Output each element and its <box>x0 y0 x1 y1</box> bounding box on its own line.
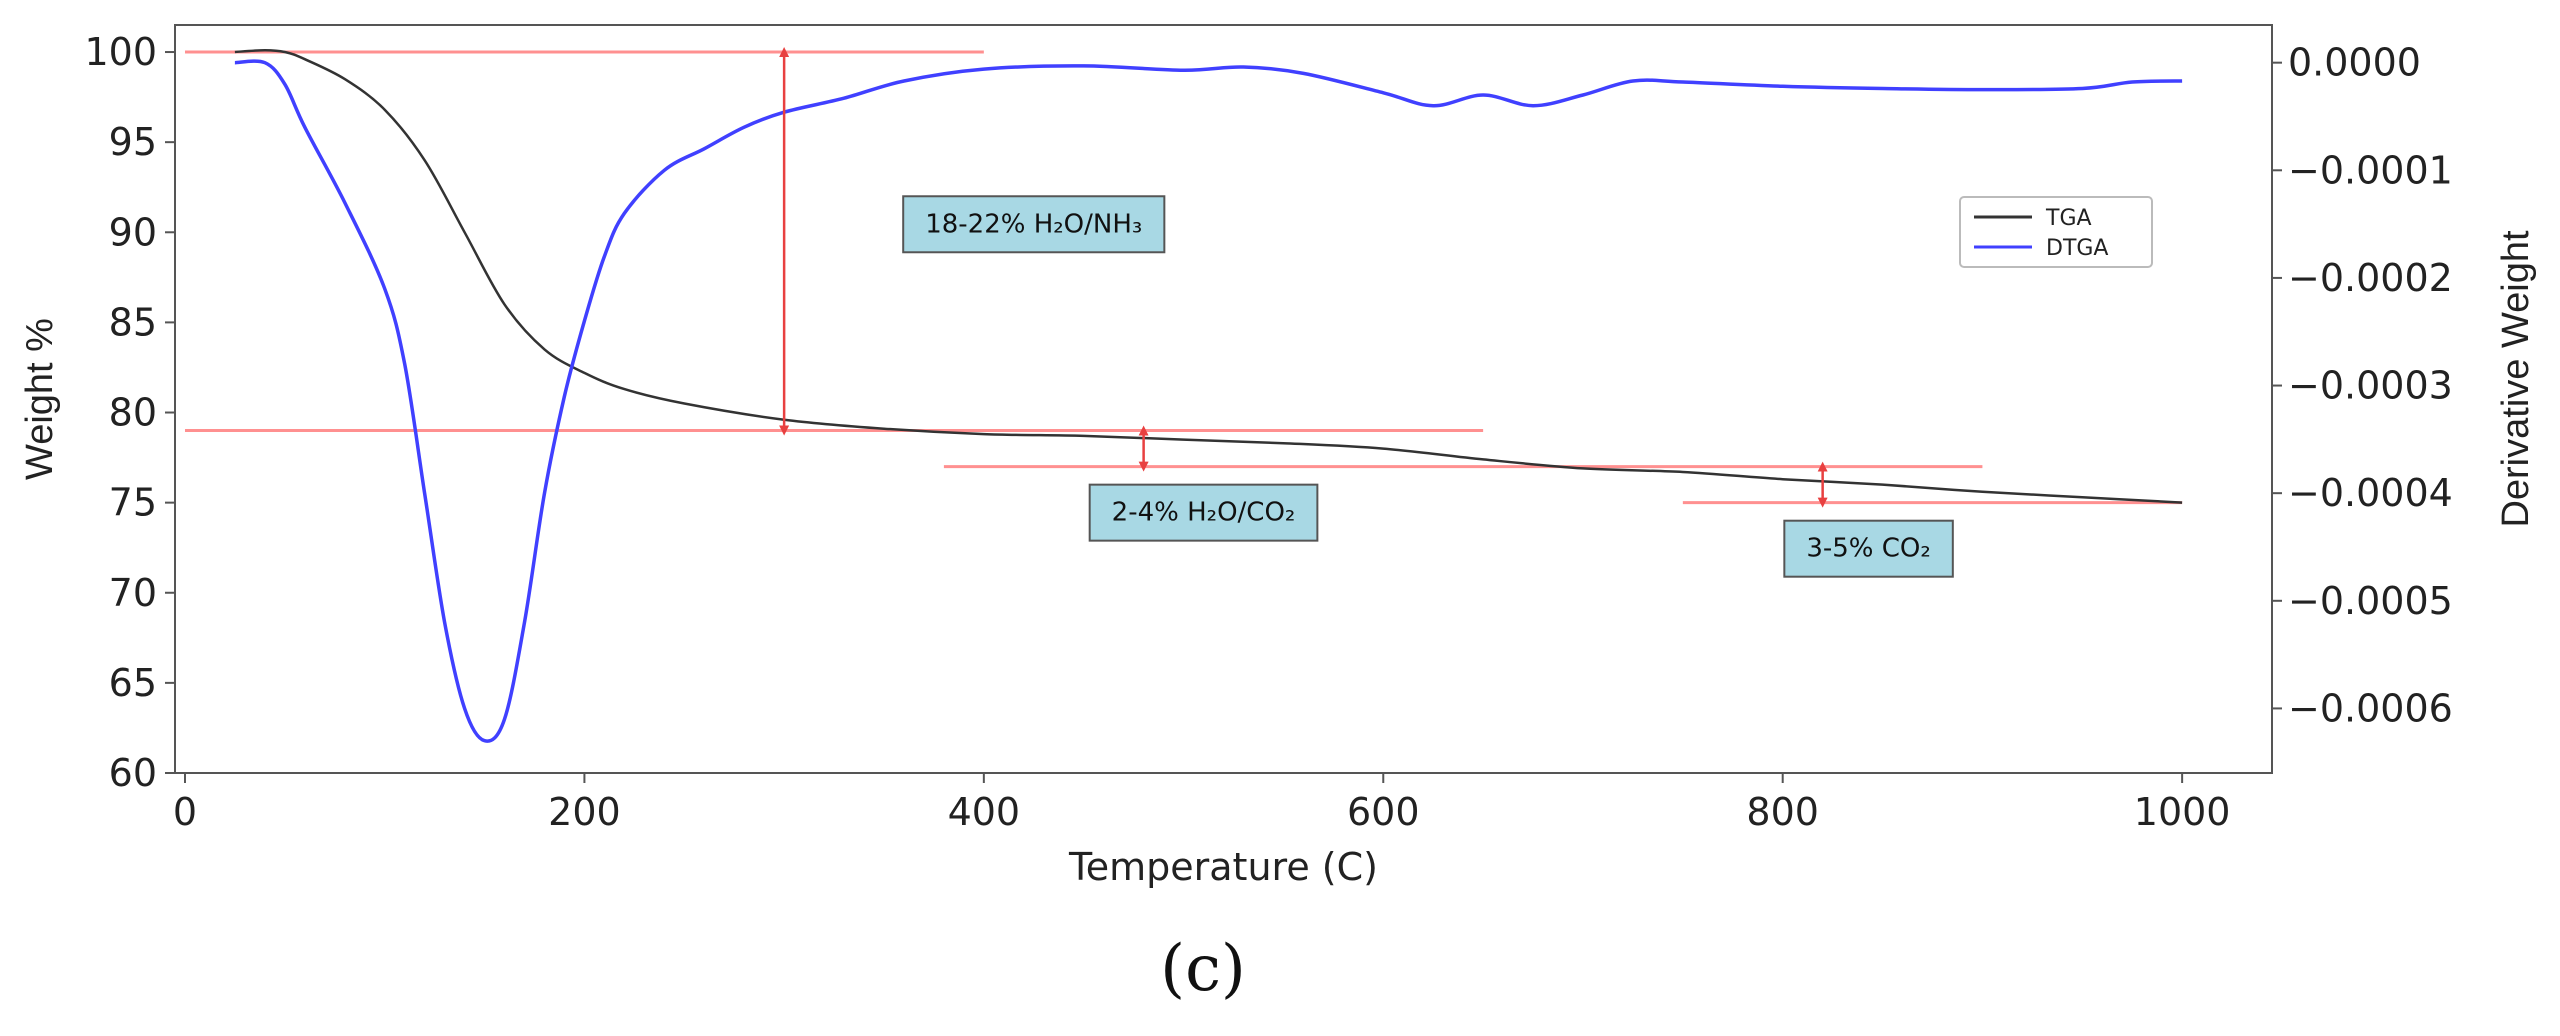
annotation-h2o-co2: 2-4% H₂O/CO₂ <box>1088 483 1319 542</box>
x-tick-label: 800 <box>1746 790 1819 834</box>
y2-tick-label: −0.0002 <box>2288 256 2453 300</box>
x-tick-label: 600 <box>1347 790 1420 834</box>
y2-tick-label: −0.0006 <box>2288 686 2453 730</box>
y2-tick-label: −0.0003 <box>2288 364 2453 408</box>
annotation-h2o-co2-box <box>1088 483 1319 542</box>
y-tick-label: 60 <box>109 751 157 795</box>
y-tick-label: 85 <box>109 300 157 344</box>
plot-area <box>174 24 2273 774</box>
legend-label-tga: TGA <box>2045 206 2092 231</box>
series-group <box>234 48 2183 743</box>
legend-label-dtga: DTGA <box>2046 236 2108 261</box>
y-tick-label: 100 <box>84 30 157 74</box>
y-tick-label: 70 <box>109 571 157 615</box>
x-axis-title: Temperature (C) <box>1068 845 1378 889</box>
annotation-h2o-nh3-label: 18-22% H₂O/NH₃ <box>925 209 1142 239</box>
legend: TGA DTGA <box>1959 196 2153 268</box>
annotation-co2-box <box>1783 519 1954 578</box>
y2-tick-label: −0.0001 <box>2288 148 2453 192</box>
y2-tick-label: −0.0004 <box>2288 471 2453 515</box>
plot-frame <box>174 24 2273 774</box>
y2-axis-title: Derivative Weight <box>2495 230 2537 528</box>
y2-tick-label: −0.0005 <box>2288 579 2453 623</box>
annotation-co2-label: 3-5% CO₂ <box>1806 534 1930 564</box>
y2-tick-label: 0.0000 <box>2288 41 2421 85</box>
legend-box <box>1959 196 2153 268</box>
y-tick-label: 90 <box>109 210 157 254</box>
series-line-tga <box>234 48 2183 504</box>
x-tick-label: 1000 <box>2134 790 2231 834</box>
annotation-h2o-nh3: 18-22% H₂O/NH₃ <box>902 195 1166 254</box>
x-tick-label: 200 <box>548 790 621 834</box>
y-tick-label: 95 <box>109 120 157 164</box>
x-tick-label: 0 <box>173 790 197 834</box>
annotations: 18-22% H₂O/NH₃ 2-4% H₂O/CO₂ 3-5% CO₂ <box>902 195 1954 578</box>
annotation-co2: 3-5% CO₂ <box>1783 519 1954 578</box>
axes: 0 200 400 600 800 1000 60 65 70 75 80 85 90 95 100 0.00… <box>19 30 2537 889</box>
y-tick-label: 75 <box>109 481 157 525</box>
loss-arrows <box>779 47 1828 508</box>
series-line-dtga <box>234 59 2183 743</box>
y-tick-label: 65 <box>109 661 157 705</box>
x-tick-label: 400 <box>948 790 1021 834</box>
y-tick-label: 80 <box>109 391 157 435</box>
panel-label: (c) <box>1160 932 1246 1006</box>
annotation-h2o-nh3-box <box>902 195 1166 254</box>
reference-lines <box>184 50 2183 505</box>
y-axis-title: Weight % <box>19 318 61 480</box>
annotation-h2o-co2-label: 2-4% H₂O/CO₂ <box>1112 498 1296 528</box>
